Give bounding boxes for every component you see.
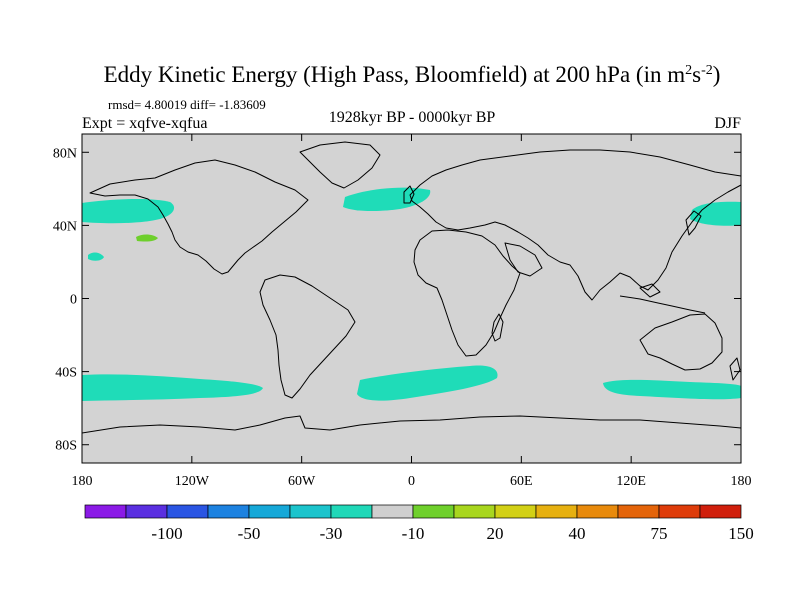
neg-patch-s-atlantic [357, 365, 498, 401]
colorbar-swatch [330, 504, 373, 519]
neg-patch-n-pacific-west [690, 201, 741, 226]
map-panel: 80N 40N 0 40S 80S 180 120W 60W 0 60E 120E 180 [53, 133, 752, 489]
colorbar-swatch [248, 504, 291, 519]
colorbar-label: -10 [402, 524, 425, 543]
season-label: DJF [714, 115, 741, 132]
negative-anomaly-patches [82, 187, 741, 401]
lon-tick-label: 0 [408, 474, 415, 489]
latitude-axis: 80N 40N 0 40S 80S [53, 146, 741, 454]
coast-australia [639, 313, 723, 371]
colorbar: -100 -50 -30 -10 20 40 75 150 [84, 504, 754, 543]
neg-patch-n-pacific-east [82, 199, 175, 224]
colorbar-label: 150 [728, 524, 754, 543]
coast-africa [413, 229, 521, 357]
neg-patch-s-indian [603, 379, 741, 400]
colorbar-swatch [125, 504, 168, 519]
coast-greenland [299, 141, 381, 189]
lat-tick-label: 40S [55, 366, 77, 381]
colorbar-label: 40 [569, 524, 586, 543]
colorbar-swatch [576, 504, 619, 519]
coast-arabia [504, 242, 543, 277]
lon-tick-label: 180 [72, 474, 93, 489]
colorbar-label: 75 [651, 524, 668, 543]
map-background [82, 134, 741, 463]
lat-tick-label: 40N [53, 219, 77, 234]
colorbar-swatch [289, 504, 332, 519]
neg-patch-subtropic [88, 252, 104, 261]
lat-tick-label: 80N [53, 146, 77, 161]
lat-tick-label: 80S [55, 439, 77, 454]
coast-north-america [89, 159, 309, 275]
colorbar-swatch [371, 504, 414, 519]
lat-tick-label: 0 [70, 293, 77, 308]
coast-antarctica [82, 415, 741, 434]
positive-anomaly-patch [136, 234, 158, 242]
figure-title: Eddy Kinetic Energy (High Pass, Bloomfie… [104, 62, 721, 87]
colorbar-swatch [617, 504, 660, 519]
colorbar-swatch [166, 504, 209, 519]
coast-eurasia [409, 149, 741, 301]
lon-tick-label: 60W [288, 474, 316, 489]
colorbar-swatch [84, 504, 127, 519]
neg-patch-s-pacific [82, 374, 263, 401]
coast-indonesia [619, 283, 706, 314]
colorbar-swatch [207, 504, 250, 519]
coastlines [82, 141, 741, 434]
lon-tick-label: 60E [510, 474, 533, 489]
stats-label: rmsd= 4.80019 diff= -1.83609 [108, 97, 266, 112]
colorbar-label: -50 [238, 524, 261, 543]
coast-uk [403, 185, 415, 204]
colorbar-label: -30 [320, 524, 343, 543]
lon-tick-label: 180 [731, 474, 752, 489]
coast-japan [685, 210, 702, 236]
colorbar-swatch [535, 504, 578, 519]
colorbar-label: -100 [151, 524, 182, 543]
lon-tick-label: 120W [175, 474, 210, 489]
period-label: 1928kyr BP - 0000kyr BP [329, 109, 496, 126]
lon-tick-label: 120E [616, 474, 646, 489]
neg-patch-n-atlantic [343, 187, 431, 212]
colorbar-swatch [494, 504, 537, 519]
experiment-label: Expt = xqfve-xqfua [82, 115, 207, 132]
coast-madagascar [491, 313, 504, 342]
colorbar-swatch [658, 504, 701, 519]
colorbar-swatch [412, 504, 455, 519]
colorbar-swatch [453, 504, 496, 519]
coast-new-zealand [729, 357, 741, 381]
longitude-axis: 180 120W 60W 0 60E 120E 180 [72, 134, 752, 489]
colorbar-label: 20 [487, 524, 504, 543]
coast-south-america [259, 274, 356, 399]
colorbar-swatch [699, 504, 742, 519]
